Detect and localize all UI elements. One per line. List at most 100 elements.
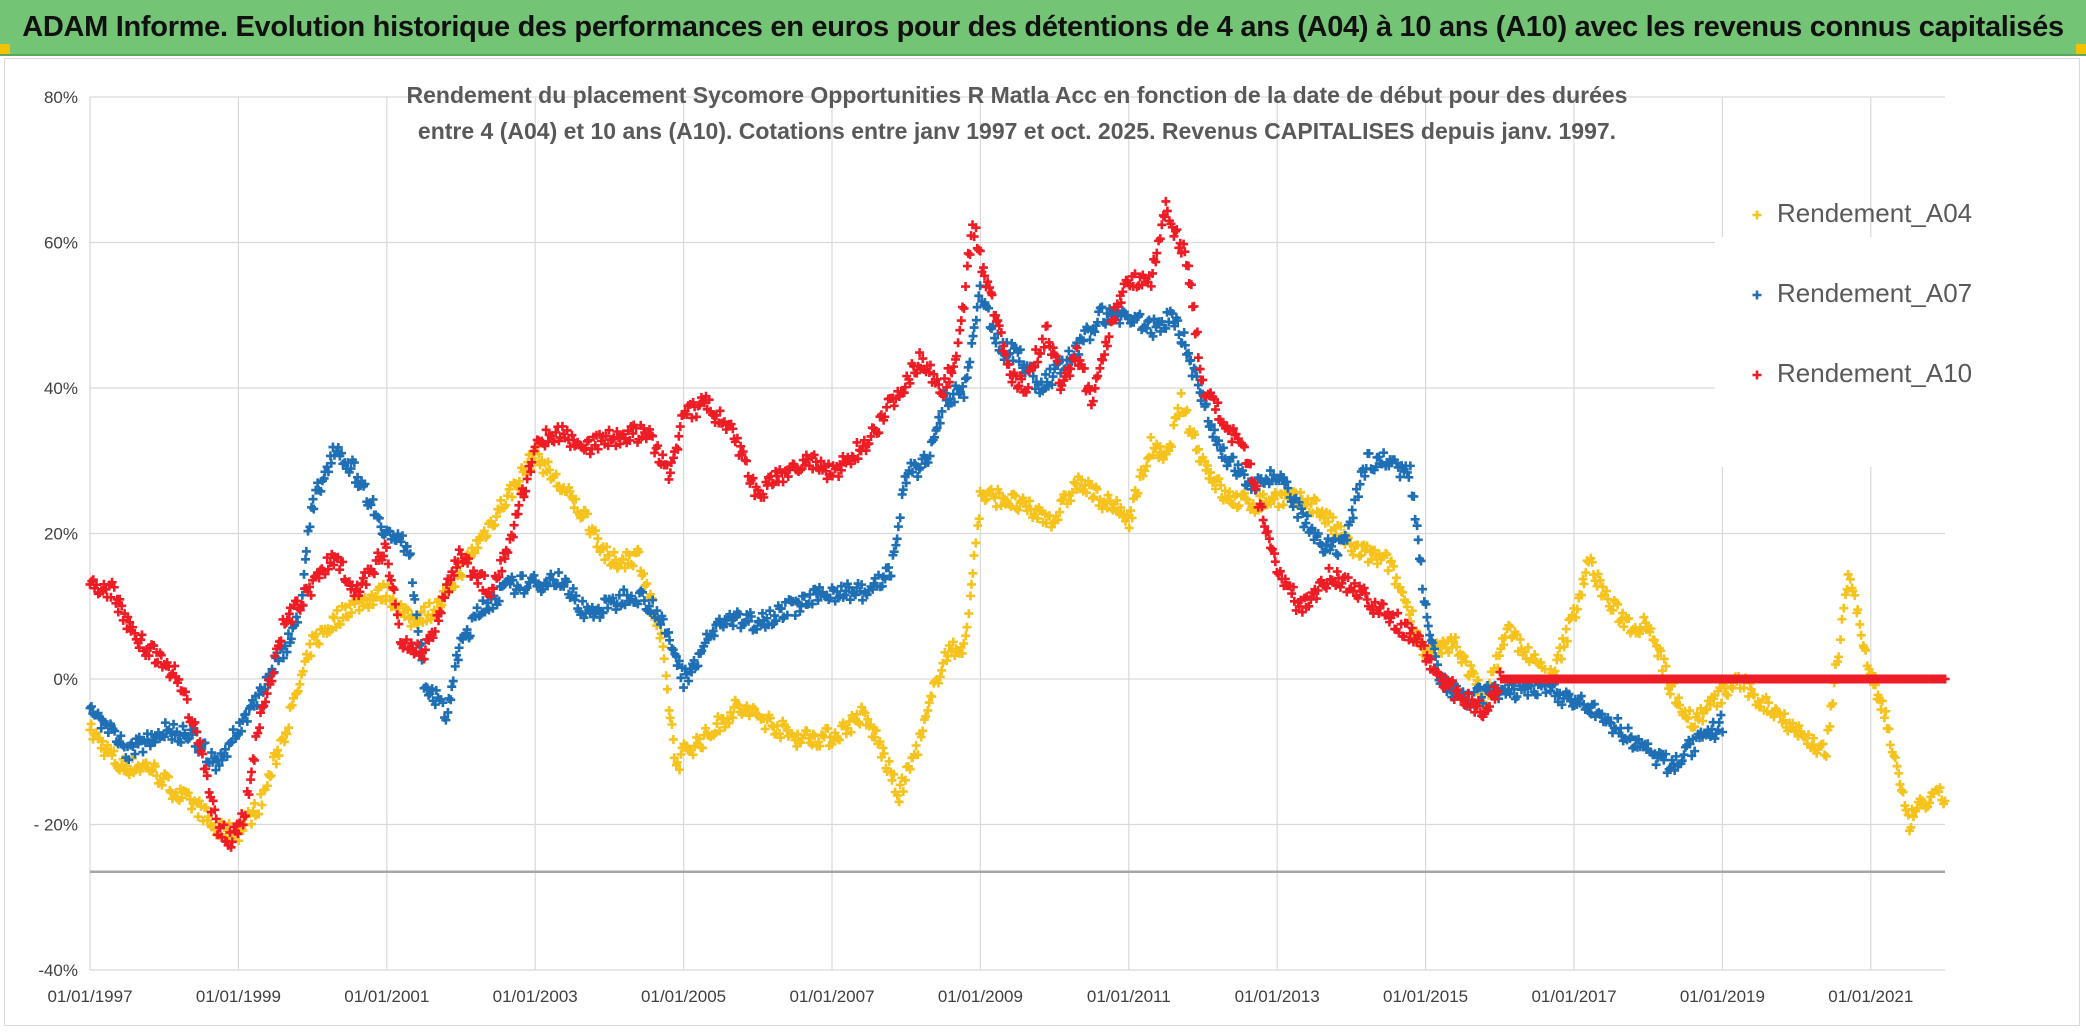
data-point xyxy=(1324,563,1334,573)
data-point xyxy=(437,600,447,610)
data-point xyxy=(1070,479,1080,489)
data-point xyxy=(1233,460,1243,470)
data-point xyxy=(1541,688,1551,698)
data-point xyxy=(1012,504,1022,514)
y-axis-ticks: 80% 60% 40% 20% 0% - 20% -40% xyxy=(34,88,78,980)
data-point xyxy=(996,328,1006,338)
data-point xyxy=(978,263,988,273)
data-point xyxy=(515,583,525,593)
data-point xyxy=(638,587,648,597)
data-point xyxy=(1453,685,1463,695)
data-point xyxy=(1312,594,1322,604)
data-point xyxy=(124,755,134,765)
data-point xyxy=(128,742,138,752)
data-point xyxy=(1383,607,1393,617)
data-point xyxy=(1613,713,1623,723)
data-point xyxy=(1512,692,1522,702)
data-point xyxy=(814,582,824,592)
data-point xyxy=(734,609,744,619)
data-point xyxy=(1444,647,1454,657)
data-point xyxy=(772,471,782,481)
data-point xyxy=(641,434,651,444)
data-point xyxy=(220,744,230,754)
data-point xyxy=(923,705,933,715)
data-point xyxy=(1006,502,1016,512)
data-point xyxy=(554,568,564,578)
data-point xyxy=(1360,471,1370,481)
data-point xyxy=(1066,496,1076,506)
data-point xyxy=(1193,380,1203,390)
data-point xyxy=(121,761,131,771)
data-point xyxy=(669,753,679,763)
data-point xyxy=(665,713,675,723)
data-point xyxy=(679,683,689,693)
data-point xyxy=(975,246,985,256)
data-point xyxy=(929,369,939,379)
data-point xyxy=(1705,699,1715,709)
data-point xyxy=(320,569,330,579)
data-point xyxy=(340,602,350,612)
data-point xyxy=(999,341,1009,351)
data-point xyxy=(973,521,983,531)
data-point xyxy=(590,526,600,536)
data-point xyxy=(874,428,884,438)
data-point xyxy=(880,574,890,584)
data-point xyxy=(947,368,957,378)
data-point xyxy=(1048,372,1058,382)
data-point xyxy=(170,661,180,671)
data-point xyxy=(562,577,572,587)
data-point xyxy=(130,749,140,759)
data-point xyxy=(1493,686,1503,696)
data-point xyxy=(1172,225,1182,235)
data-point xyxy=(619,433,629,443)
data-point xyxy=(736,441,746,451)
data-point xyxy=(1419,641,1429,651)
data-point xyxy=(1884,724,1894,734)
data-point xyxy=(167,734,177,744)
data-point xyxy=(446,575,456,585)
data-point xyxy=(666,458,676,468)
data-point xyxy=(846,727,856,737)
y-tick-label: 60% xyxy=(44,234,78,253)
data-point xyxy=(861,446,871,456)
data-point xyxy=(796,738,806,748)
data-point xyxy=(1898,787,1908,797)
data-point xyxy=(462,625,472,635)
x-tick-label: 01/01/2017 xyxy=(1531,987,1616,1006)
data-point xyxy=(1014,357,1024,367)
data-point xyxy=(664,627,674,637)
data-point xyxy=(1079,363,1089,373)
data-point xyxy=(1562,636,1572,646)
data-point xyxy=(1033,357,1043,367)
data-point xyxy=(1320,547,1330,557)
data-point xyxy=(1288,502,1298,512)
data-point xyxy=(191,727,201,737)
data-point xyxy=(1228,452,1238,462)
data-point xyxy=(208,757,218,767)
data-point xyxy=(1464,671,1474,681)
data-point xyxy=(1576,691,1586,701)
data-point xyxy=(601,431,611,441)
data-point xyxy=(1104,332,1114,342)
data-point xyxy=(652,606,662,616)
data-point xyxy=(1649,635,1659,645)
data-point xyxy=(1072,343,1082,353)
data-point xyxy=(1613,599,1623,609)
data-point xyxy=(750,704,760,714)
data-point xyxy=(937,406,947,416)
data-point xyxy=(488,584,498,594)
data-point xyxy=(502,491,512,501)
data-point xyxy=(1449,637,1459,647)
data-point xyxy=(1328,512,1338,522)
data-point xyxy=(256,708,266,718)
data-point xyxy=(1828,699,1838,709)
data-point xyxy=(738,447,748,457)
data-point xyxy=(1821,751,1831,761)
corner-marker-left xyxy=(0,44,10,54)
data-point xyxy=(453,655,463,665)
data-point xyxy=(435,607,445,617)
data-point xyxy=(332,605,342,615)
data-point xyxy=(513,509,523,519)
data-point xyxy=(1897,785,1907,795)
data-point xyxy=(1639,612,1649,622)
